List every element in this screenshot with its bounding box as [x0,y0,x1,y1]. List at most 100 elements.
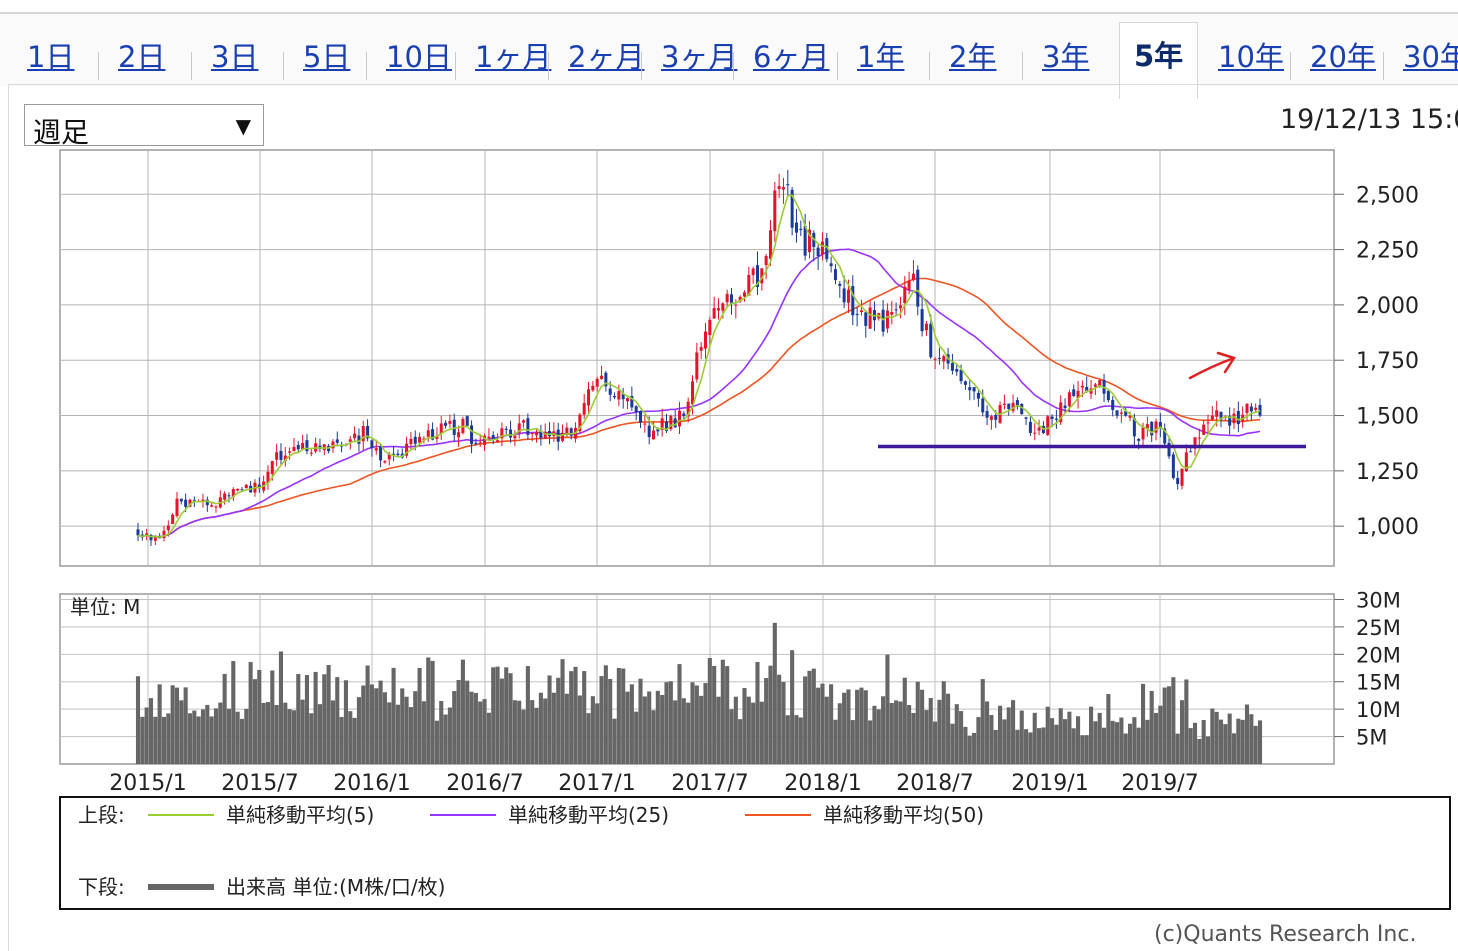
candle-body [1085,386,1089,391]
volume-bar [751,702,756,764]
volume-bar [300,699,305,764]
tab-separator [733,52,734,80]
candle-body [1124,411,1128,416]
candle-body [1167,442,1171,457]
candle-body [561,432,565,441]
candle-body [1046,416,1050,436]
candle-body [1254,407,1258,410]
vol-tick-label: 5M [1356,726,1387,750]
volume-bar [170,685,175,764]
candle-body [903,286,907,304]
volume-bar [863,690,868,764]
candle-body [1215,410,1219,417]
volume-bar [902,677,907,764]
tab-1日[interactable]: 1日 [27,40,75,74]
tab-3年[interactable]: 3年 [1042,40,1090,74]
candle-period-select[interactable]: 週足 ▼ [24,104,264,149]
candle-body [968,387,972,391]
candle-body [288,451,292,453]
volume-bar [1063,719,1068,764]
tab-6ヶ月[interactable]: 6ヶ月 [753,40,830,74]
tab-10年[interactable]: 10年 [1218,40,1284,74]
volume-bar [707,657,712,764]
tab-2日[interactable]: 2日 [118,40,166,74]
tab-1ヶ月[interactable]: 1ヶ月 [475,40,552,74]
volume-bar [200,709,206,764]
volume-bar [725,666,730,764]
tab-2ヶ月[interactable]: 2ヶ月 [568,40,645,74]
candle-body [266,471,270,483]
legend-item-ma: 単純移動平均(5) [226,803,374,827]
candle-body [1067,392,1071,407]
volume-bar [452,691,457,764]
candle-body [517,423,521,433]
candle-body [669,415,673,430]
candle-body [1024,417,1028,419]
legend-upper-label: 上段: [78,803,125,827]
volume-bar [525,666,530,764]
volume-bar [153,716,158,764]
volume-bar [382,692,387,764]
volume-bar [647,691,652,764]
candle-body [816,247,820,256]
candle-body [331,441,335,449]
candle-body [283,455,287,461]
volume-bar [309,713,314,764]
volume-bar [339,716,344,764]
candle-body [1163,428,1167,444]
volume-bar [166,713,171,764]
candle-body [729,294,734,304]
candle-body [578,414,582,432]
candle-body [210,505,214,507]
candle-body [348,439,352,442]
volume-bar [287,709,292,764]
volume-bar [729,709,734,764]
x-tick-label: 2019/7 [1121,771,1198,796]
candle-body [275,452,279,460]
candle-body [833,269,837,281]
candle-body [920,309,924,332]
candle-body [452,419,456,435]
volume-bar [833,719,838,764]
volume-bar [720,659,725,764]
tab-3ヶ月[interactable]: 3ヶ月 [661,40,738,74]
candle-body [699,347,703,351]
candle-body [509,429,513,438]
tab-20年[interactable]: 20年 [1310,40,1376,74]
candle-body [933,358,937,360]
volume-bar [530,700,535,764]
candle-body [972,387,976,392]
candle-body [444,422,448,426]
tab-30年[interactable]: 30年 [1403,40,1458,74]
volume-bar [439,701,444,764]
volume-bar [569,671,574,764]
tab-5年[interactable]: 5年 [1119,22,1199,99]
vol-tick-label: 15M [1356,671,1401,695]
volume-bar [352,717,357,764]
candle-body [504,428,508,430]
tab-5日[interactable]: 5日 [303,40,351,74]
candle-body [1219,411,1223,420]
candle-body [1206,422,1210,424]
x-tick-label: 2017/1 [558,771,635,796]
volume-bar [1236,718,1241,764]
volume-bar [1089,706,1094,764]
candle-body [1050,416,1054,419]
volume-bar [859,687,864,764]
candle-body [1210,415,1214,420]
volume-bar [846,689,851,764]
volume-bar [1249,714,1254,764]
tab-2年[interactable]: 2年 [949,40,997,74]
candle-body [353,433,357,439]
volume-bar [755,662,760,764]
volume-bar [642,696,647,764]
volume-bar [413,691,418,764]
candle-body [626,398,630,402]
volume-bar [218,702,223,764]
tab-3日[interactable]: 3日 [211,40,259,74]
tab-1年[interactable]: 1年 [857,40,905,74]
tab-10日[interactable]: 10日 [386,40,452,74]
candle-body [1158,422,1162,429]
volume-bar [1002,719,1007,764]
volume-bar [447,707,452,764]
